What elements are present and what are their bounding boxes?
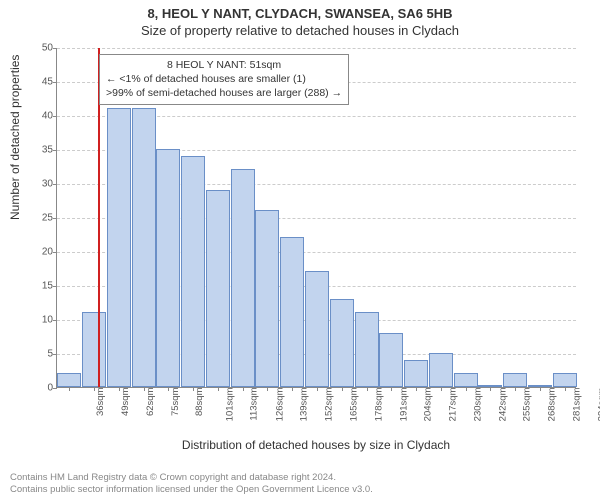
x-tick-label: 75sqm xyxy=(170,388,181,417)
x-tick-label: 165sqm xyxy=(348,388,359,422)
x-tick-mark xyxy=(416,387,417,391)
histogram-bar xyxy=(553,373,577,387)
y-tick-label: 5 xyxy=(29,349,53,360)
histogram-bar xyxy=(57,373,81,387)
x-tick-label: 139sqm xyxy=(299,388,310,422)
plot-area: 0510152025303540455036sqm49sqm62sqm75sqm… xyxy=(56,48,576,388)
x-tick-mark xyxy=(441,387,442,391)
x-tick-mark xyxy=(243,387,244,391)
footnote: Contains HM Land Registry data © Crown c… xyxy=(10,472,373,496)
x-tick-mark xyxy=(466,387,467,391)
x-tick-label: 255sqm xyxy=(522,388,533,422)
y-tick-label: 10 xyxy=(29,315,53,326)
histogram-bar xyxy=(181,156,205,387)
y-tick-mark xyxy=(53,150,57,151)
histogram-bar xyxy=(379,333,403,387)
histogram-bar xyxy=(305,271,329,387)
histogram-bar xyxy=(404,360,428,387)
x-tick-mark xyxy=(391,387,392,391)
y-tick-mark xyxy=(53,48,57,49)
x-tick-label: 178sqm xyxy=(373,388,384,422)
chart-container: 8, HEOL Y NANT, CLYDACH, SWANSEA, SA6 5H… xyxy=(0,0,600,500)
y-tick-label: 25 xyxy=(29,213,53,224)
y-tick-mark xyxy=(53,354,57,355)
x-tick-mark xyxy=(490,387,491,391)
annotation-line-3: >99% of semi-detached houses are larger … xyxy=(106,86,342,100)
x-tick-mark xyxy=(119,387,120,391)
x-tick-label: 101sqm xyxy=(225,388,236,422)
footnote-line-1: Contains HM Land Registry data © Crown c… xyxy=(10,472,373,484)
y-tick-label: 45 xyxy=(29,77,53,88)
x-tick-label: 281sqm xyxy=(571,388,582,422)
histogram-bar xyxy=(255,210,279,387)
x-tick-mark xyxy=(515,387,516,391)
y-tick-label: 15 xyxy=(29,281,53,292)
x-tick-mark xyxy=(267,387,268,391)
x-tick-label: 217sqm xyxy=(447,388,458,422)
y-tick-mark xyxy=(53,320,57,321)
histogram-bar xyxy=(454,373,478,387)
histogram-bar xyxy=(82,312,106,387)
x-tick-label: 113sqm xyxy=(249,388,260,421)
x-tick-mark xyxy=(94,387,95,391)
y-tick-label: 20 xyxy=(29,247,53,258)
y-tick-mark xyxy=(53,184,57,185)
title-subject: Size of property relative to detached ho… xyxy=(0,21,600,38)
x-tick-mark xyxy=(317,387,318,391)
x-tick-mark xyxy=(292,387,293,391)
histogram-bar xyxy=(280,237,304,387)
histogram-bar xyxy=(206,190,230,387)
x-tick-mark xyxy=(342,387,343,391)
y-tick-mark xyxy=(53,252,57,253)
x-tick-mark xyxy=(218,387,219,391)
y-tick-mark xyxy=(53,116,57,117)
y-tick-mark xyxy=(53,218,57,219)
histogram-bar xyxy=(231,169,255,387)
histogram-bar xyxy=(132,108,156,387)
x-tick-mark xyxy=(540,387,541,391)
y-tick-label: 35 xyxy=(29,145,53,156)
x-tick-label: 268sqm xyxy=(546,388,557,422)
histogram-bar xyxy=(107,108,131,387)
x-tick-label: 49sqm xyxy=(120,388,131,417)
gridline-h xyxy=(57,48,576,49)
x-tick-label: 191sqm xyxy=(398,388,409,422)
y-tick-label: 30 xyxy=(29,179,53,190)
x-tick-label: 88sqm xyxy=(194,388,205,417)
y-axis-label: Number of detached properties xyxy=(8,55,22,220)
title-address: 8, HEOL Y NANT, CLYDACH, SWANSEA, SA6 5H… xyxy=(0,0,600,21)
annotation-box: 8 HEOL Y NANT: 51sqm ← <1% of detached h… xyxy=(99,54,349,105)
x-tick-label: 36sqm xyxy=(95,388,106,417)
histogram-bar xyxy=(330,299,354,387)
x-tick-mark xyxy=(367,387,368,391)
x-tick-mark xyxy=(144,387,145,391)
x-tick-label: 62sqm xyxy=(145,388,156,417)
histogram-bar xyxy=(503,373,527,387)
x-tick-mark xyxy=(168,387,169,391)
x-tick-mark xyxy=(193,387,194,391)
histogram-bar xyxy=(429,353,453,387)
x-tick-label: 126sqm xyxy=(274,388,285,422)
y-tick-mark xyxy=(53,388,57,389)
footnote-line-2: Contains public sector information licen… xyxy=(10,484,373,496)
histogram-bar xyxy=(355,312,379,387)
x-tick-label: 242sqm xyxy=(497,388,508,422)
x-tick-label: 230sqm xyxy=(472,388,483,422)
x-tick-mark xyxy=(69,387,70,391)
x-tick-label: 152sqm xyxy=(324,388,335,422)
y-tick-label: 0 xyxy=(29,383,53,394)
histogram-bar xyxy=(156,149,180,387)
x-tick-label: 204sqm xyxy=(423,388,434,422)
x-tick-mark xyxy=(565,387,566,391)
y-tick-mark xyxy=(53,286,57,287)
annotation-line-2: ← <1% of detached houses are smaller (1) xyxy=(106,72,342,86)
y-tick-label: 50 xyxy=(29,43,53,54)
y-tick-mark xyxy=(53,82,57,83)
y-tick-label: 40 xyxy=(29,111,53,122)
chart-area: 0510152025303540455036sqm49sqm62sqm75sqm… xyxy=(56,48,576,428)
annotation-line-1: 8 HEOL Y NANT: 51sqm xyxy=(106,58,342,72)
x-axis-label: Distribution of detached houses by size … xyxy=(56,438,576,452)
x-tick-label: 294sqm xyxy=(596,388,600,422)
